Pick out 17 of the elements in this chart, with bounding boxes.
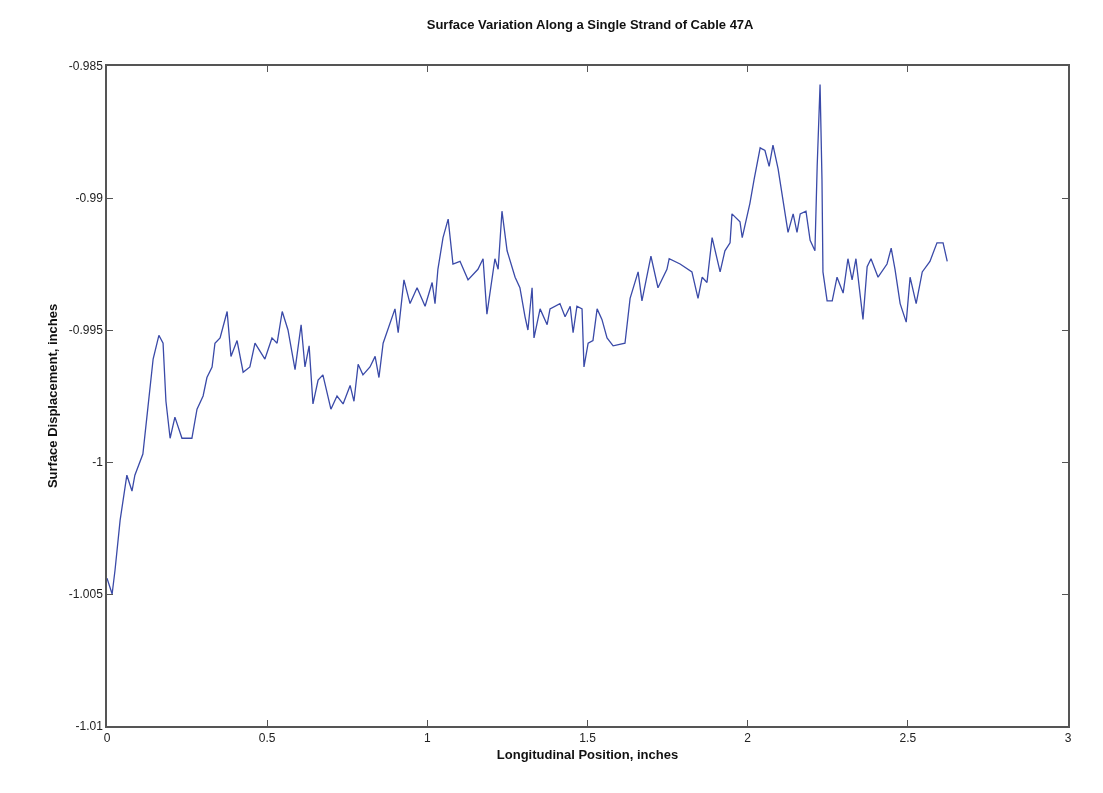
y-axis-title: Surface Displacement, inches <box>45 303 61 489</box>
y-tick-label: -1 <box>92 455 104 470</box>
x-tick-label: 2.5 <box>899 731 917 746</box>
x-tick-label: 2 <box>744 731 752 746</box>
y-tick-label: -1.01 <box>75 719 104 734</box>
y-tick-label: -0.99 <box>75 191 104 206</box>
x-tick-label: 1.5 <box>579 731 597 746</box>
y-tick-label: -0.985 <box>68 59 104 74</box>
x-tick-label: 1 <box>423 731 431 746</box>
chart-title: Surface Variation Along a Single Strand of Cable 47A <box>426 16 755 32</box>
line-series <box>107 83 948 595</box>
y-tick-label: -1.005 <box>68 587 104 602</box>
y-tick-label: -0.995 <box>68 323 104 338</box>
x-tick-label: 0 <box>103 731 111 746</box>
x-tick-label: 0.5 <box>258 731 276 746</box>
x-tick-label: 3 <box>1064 731 1072 746</box>
x-axis-title: Longitudinal Position, inches <box>496 747 679 763</box>
